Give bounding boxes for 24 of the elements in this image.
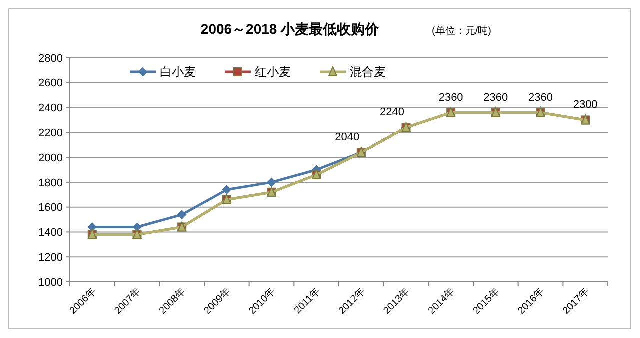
y-tick-label: 2200 — [38, 128, 63, 140]
y-tick-label: 1800 — [38, 177, 63, 190]
data-label: 2360 — [438, 92, 464, 104]
legend-label: 红小麦 — [255, 65, 291, 80]
data-label: 2360 — [528, 92, 553, 104]
y-tick-label: 2600 — [38, 78, 63, 90]
y-tick-label: 1200 — [38, 252, 63, 264]
y-tick-label: 1400 — [38, 227, 63, 240]
data-label: 2360 — [484, 92, 508, 104]
y-tick-label: 2800 — [38, 52, 63, 65]
legend-label: 混合麦 — [350, 65, 386, 80]
chart-title: 2006～2018 小麦最低收购价 — [200, 21, 380, 37]
data-label: 2240 — [380, 106, 404, 119]
y-tick-label: 2000 — [38, 152, 63, 164]
y-tick-label: 1600 — [38, 202, 63, 214]
y-tick-label: 2400 — [38, 102, 63, 115]
data-label: 2300 — [573, 99, 598, 112]
y-tick-label: 1000 — [38, 276, 63, 289]
point — [222, 185, 232, 194]
data-label: 2040 — [335, 132, 360, 144]
point — [178, 210, 187, 220]
legend-label: 白小麦 — [160, 65, 196, 80]
point — [267, 178, 276, 187]
chart-subtitle: (单位：元/吨) — [432, 25, 492, 37]
